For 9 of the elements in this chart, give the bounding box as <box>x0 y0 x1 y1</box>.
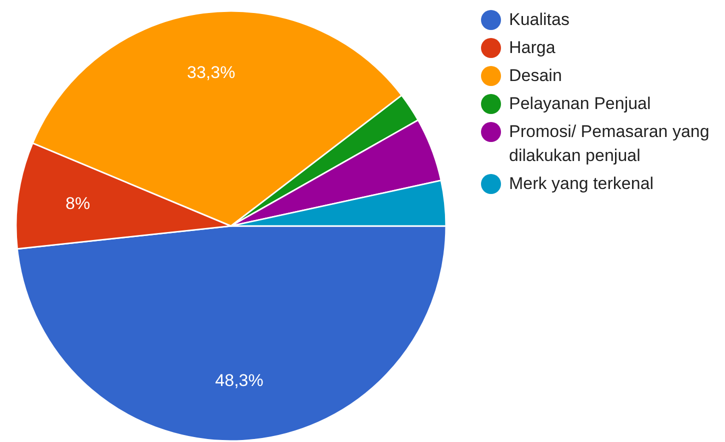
data-label: 48,3% <box>215 371 264 390</box>
legend-label: Harga <box>509 37 556 59</box>
legend-label: Pelayanan Penjual <box>509 93 651 115</box>
legend-label: Merk yang terkenal <box>509 173 654 195</box>
legend-label: Desain <box>509 65 562 87</box>
data-label: 33,3% <box>187 62 236 82</box>
legend-label: Kualitas <box>509 9 570 31</box>
legend-label: Promosi/ Pemasaran yang dilakukan penjual <box>509 121 710 167</box>
data-label: 8% <box>66 194 90 214</box>
